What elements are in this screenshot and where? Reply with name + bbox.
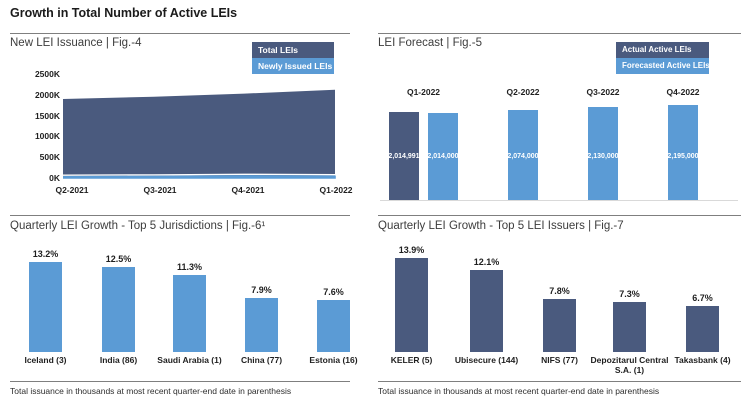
fig4-y-tick: 1500K — [34, 110, 60, 121]
fig4-x-label: Q4-2021 — [231, 185, 265, 195]
legend-item-newly-issued-leis: Newly Issued LEIs — [252, 58, 334, 74]
fig5-category-label: Q2-2022 — [506, 87, 540, 97]
fig6-bar — [173, 275, 206, 352]
percent-label: 7.6% — [323, 287, 344, 298]
fig5-category-label: Q4-2022 — [666, 87, 700, 97]
page-title: Growth in Total Number of Active LEIs — [10, 6, 238, 20]
percent-label: 7.3% — [619, 289, 640, 300]
fig4-y-tick: 0K — [49, 173, 60, 183]
fig4-x-label: Q3-2021 — [143, 185, 177, 195]
fig4-y-tick: 1000K — [34, 131, 60, 142]
category-label: Iceland (3) — [24, 355, 67, 365]
newly-issued-leis-area — [63, 175, 336, 179]
fig6-bar — [102, 267, 135, 352]
category-label: Ubisecure (144) — [454, 355, 519, 365]
category-label: China (77) — [240, 355, 283, 365]
category-label: KELER (5) — [390, 355, 433, 365]
fig6-footnote: Total issuance in thousands at most rece… — [10, 386, 292, 396]
fig4-y-tick: 500K — [39, 152, 60, 163]
fig5-bar-value-label: 2,014,000 — [427, 153, 459, 160]
divider-mid-right — [378, 215, 741, 216]
fig5-title: LEI Forecast | Fig.-5 — [378, 37, 482, 49]
percent-label: 13.9% — [398, 244, 425, 255]
percent-label: 13.2% — [32, 249, 59, 260]
fig7-bar — [543, 299, 576, 352]
fig4-y-tick: 2000K — [34, 89, 60, 100]
fig5-bar-value-label: 2,130,000 — [587, 153, 619, 160]
fig5-category-label: Q1-2022 — [406, 87, 441, 97]
fig5-bar-value-label: 2,014,991 — [388, 153, 420, 160]
divider-bottom-left — [10, 381, 350, 382]
fig6-bar — [29, 262, 62, 352]
fig7-title: Quarterly LEI Growth - Top 5 LEI Issuers… — [378, 220, 624, 232]
percent-label: 6.7% — [692, 293, 713, 304]
fig5-plot-area: 2,014,991 2,014,000 2,074,000 2,130,000 2,19… — [378, 95, 741, 200]
percent-label: 12.5% — [105, 254, 132, 264]
category-label: NIFS (77) — [541, 355, 578, 365]
area-separator-line — [63, 173, 336, 176]
percent-label: 7.8% — [549, 286, 570, 296]
fig5-bar: 2,014,991 — [388, 112, 420, 200]
category-label: Saudi Arabia (1) — [157, 355, 222, 365]
fig4-legend: Total LEIs Newly Issued LEIs — [252, 42, 334, 74]
category-label: Estonia (16) — [309, 355, 358, 365]
fig4-title: New LEI Issuance | Fig.-4 — [10, 37, 142, 49]
legend-item-total-leis: Total LEIs — [252, 42, 334, 58]
fig5-baseline — [380, 200, 738, 201]
fig5-legend: Actual Active LEIs Forecasted Active LEI… — [616, 42, 709, 74]
fig7-bar — [395, 257, 428, 352]
fig5-bar: 2,014,000 — [427, 112, 459, 200]
fig7-footnote: Total issuance in thousands at most rece… — [378, 386, 660, 396]
divider-top-left — [10, 33, 350, 34]
divider-bottom-right — [378, 381, 741, 382]
fig4-x-label: Q1-2022 — [319, 185, 353, 195]
percent-label: 12.1% — [473, 256, 500, 267]
fig7-bar — [470, 269, 503, 352]
divider-top-right — [378, 33, 741, 34]
fig5-category-label: Q3-2022 — [586, 87, 620, 97]
percent-label: 11.3% — [176, 262, 203, 273]
fig5-bar: 2,130,000 — [587, 107, 619, 200]
fig5-bar-value-label: 2,074,000 — [507, 153, 539, 160]
fig5-bar: 2,195,000 — [667, 104, 699, 200]
legend-item-actual-active-leis: Actual Active LEIs — [616, 42, 709, 58]
fig7-bar — [613, 302, 646, 352]
fig7-bar — [686, 306, 719, 352]
category-label: Depozitarul Central S.A. (1) — [590, 355, 669, 375]
total-leis-area — [63, 89, 335, 178]
fig6-plot-area — [10, 252, 350, 352]
divider-mid-left — [10, 215, 350, 216]
fig4-area-chart — [63, 89, 336, 179]
fig4-y-tick: 2500K — [34, 69, 60, 79]
fig6-title: Quarterly LEI Growth - Top 5 Jurisdictio… — [10, 220, 266, 232]
legend-item-forecasted-active-leis: Forecasted Active LEIs — [616, 58, 709, 74]
category-label: Takasbank (4) — [674, 355, 731, 365]
fig4-x-label: Q2-2021 — [55, 185, 89, 195]
fig5-bar: 2,074,000 — [507, 109, 539, 200]
percent-label: 7.9% — [251, 285, 272, 296]
fig5-bar-value-label: 2,195,000 — [667, 153, 699, 160]
category-label: India (86) — [99, 355, 138, 365]
fig6-bar — [245, 298, 278, 352]
fig6-bar — [317, 300, 350, 352]
fig7-plot-area — [378, 252, 741, 352]
